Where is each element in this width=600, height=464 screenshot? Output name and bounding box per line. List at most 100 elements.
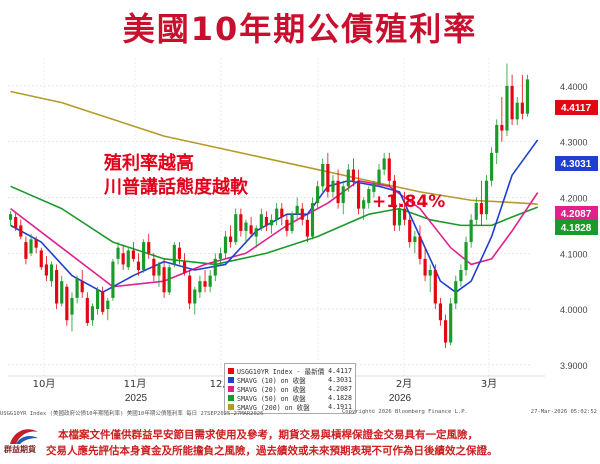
candle-body [19,225,23,237]
candle-body [198,281,202,293]
candle-body [29,239,33,254]
value-label: 4.2087 [561,209,592,220]
candle-body [285,219,289,231]
annotation-text: 殖利率越高 川普講話態度越軟 [104,152,248,200]
candle-body [454,281,458,304]
y-tick-label: 4.1000 [560,249,588,259]
candle-body [152,258,156,276]
legend-value: 4.2087 [328,384,352,393]
legend-value: 4.1828 [328,393,352,402]
candle-body [428,270,432,276]
candle-body [85,297,89,323]
legend-swatch [228,376,234,383]
x-month-label: 2月 [396,378,412,390]
source-copyright: Copyright© 2026 Bloomberg Finance L.P. [342,409,468,415]
x-month-label: 11月 [124,378,147,390]
candle-body [157,264,161,276]
candle-body [387,158,391,181]
candle-body [177,247,182,259]
candle-body [449,303,453,343]
candle-body [495,124,499,153]
candle-body [244,222,248,231]
candle-body [377,169,381,184]
disclaimer-line-1: 本檔案文件僅供群益早安節目需求使用及參考，期貨交易與槓桿保證金交易具有一定風險， [58,429,478,441]
candle-body [126,250,130,268]
candle-body [136,261,141,270]
candle-body [464,242,468,270]
candle-body [474,203,478,220]
candle-body [280,208,284,217]
candle-body [142,242,146,270]
candle-body [14,217,18,229]
candle-body [111,261,115,298]
candle-body [443,320,448,343]
candle-body [362,200,366,209]
candle-body [249,225,253,234]
candle-body [397,208,402,226]
candle-body [336,180,340,204]
candle-body [408,219,412,243]
candle-body [162,267,166,293]
candle-body [39,250,43,268]
y-tick-label: 4.2000 [560,193,588,203]
candle-body [264,217,269,226]
candle-body [510,85,514,120]
chart-area: 3.9000 4.0000 4.1000 4.2000 4.3000 4.4000 10月 1… [0,58,600,414]
candle-body [55,270,59,304]
candle-body [310,203,315,237]
candle-body [229,236,233,243]
company-logo-icon [10,429,38,444]
page-title: 美國10年期公債殖利率 [122,10,478,48]
candle-body [403,208,407,220]
candle-body [305,219,309,237]
candle-body [351,169,356,181]
candle-body [95,289,100,310]
candle-body [520,102,524,114]
candle-body [80,281,84,293]
candle-body [24,242,28,259]
annotation-line-2: 川普講話態度越軟 [104,177,248,198]
candle-body [341,186,345,204]
y-tick-label: 3.9000 [560,361,588,371]
candle-body [479,203,483,215]
value-label: 4.3031 [561,159,592,170]
legend-row-sma20: SMAVG (20) on 收盤 4.2087 [228,384,352,394]
candle-body [121,253,125,265]
candle-body [101,292,105,312]
legend-swatch [228,385,234,392]
candle-body [326,164,330,192]
candle-body [182,261,187,273]
candle-body [418,236,422,259]
candle-body [295,205,299,215]
candle-body [131,250,135,259]
candle-body [223,236,228,254]
change-annotation: +1.84% [372,192,446,212]
candle-body [49,264,54,282]
legend-name: SMAVG (20) on 收盤 [237,385,306,394]
chart-legend: USGG10YR Index - 最新價 4.4117 SMAVG (10) o… [224,363,356,414]
candle-body [413,236,417,243]
series-line-sma200 [10,90,538,205]
candle-body [346,169,350,187]
candle-body [490,152,494,181]
value-label-box [555,156,598,171]
legend-swatch [228,367,234,374]
candle-body [44,264,48,276]
candle-body [254,228,258,237]
y-tick-label: 4.0000 [560,305,588,315]
candle-body [423,258,427,276]
value-label: 4.1828 [561,223,592,234]
candle-body [239,214,243,231]
value-label-box [555,206,598,221]
legend-value: 4.1911 [328,402,352,411]
candle-body [515,102,519,120]
candle-body [116,247,120,259]
logo-text: 群益期貨 [4,445,36,454]
series-line-sma20 [10,179,539,288]
candle-body [356,180,361,209]
candle-body [193,289,197,304]
x-year-label: 2025 [125,393,148,404]
candle-body [367,189,371,204]
yield-chart: 3.9000 4.0000 4.1000 4.2000 4.3000 4.4000 10月 1… [8,58,598,404]
candle-body [60,281,64,304]
